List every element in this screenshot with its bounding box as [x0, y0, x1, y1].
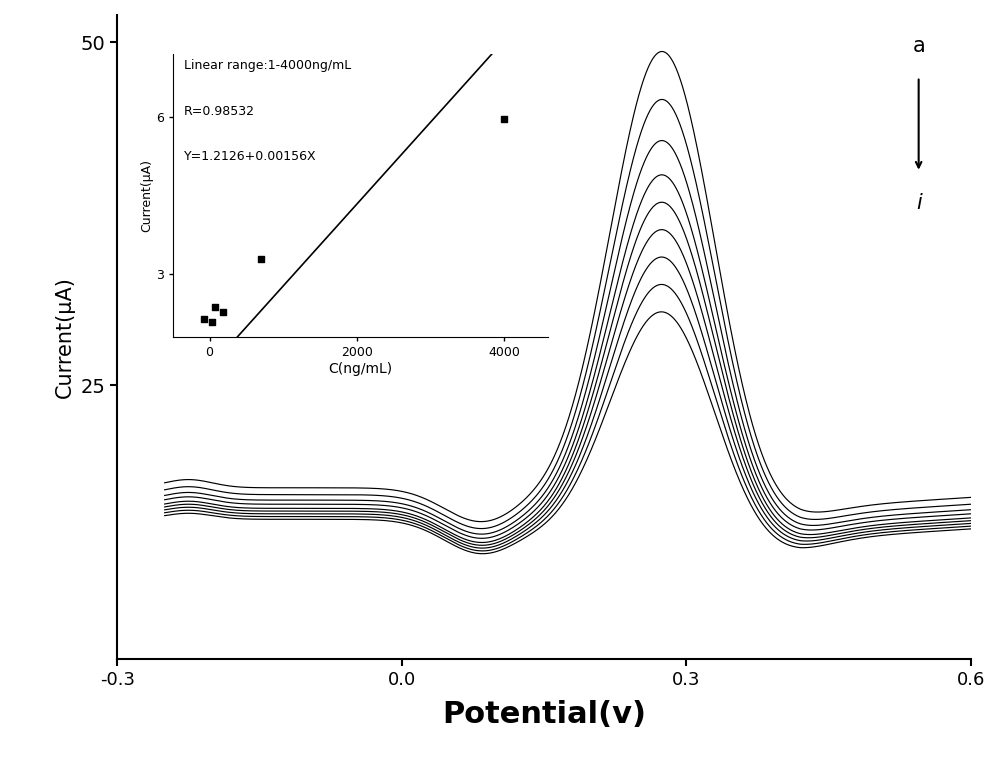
X-axis label: Potential(v): Potential(v) [442, 700, 646, 729]
Y-axis label: Current(μA): Current(μA) [55, 276, 75, 398]
Text: i: i [916, 193, 922, 213]
Text: a: a [912, 36, 925, 56]
